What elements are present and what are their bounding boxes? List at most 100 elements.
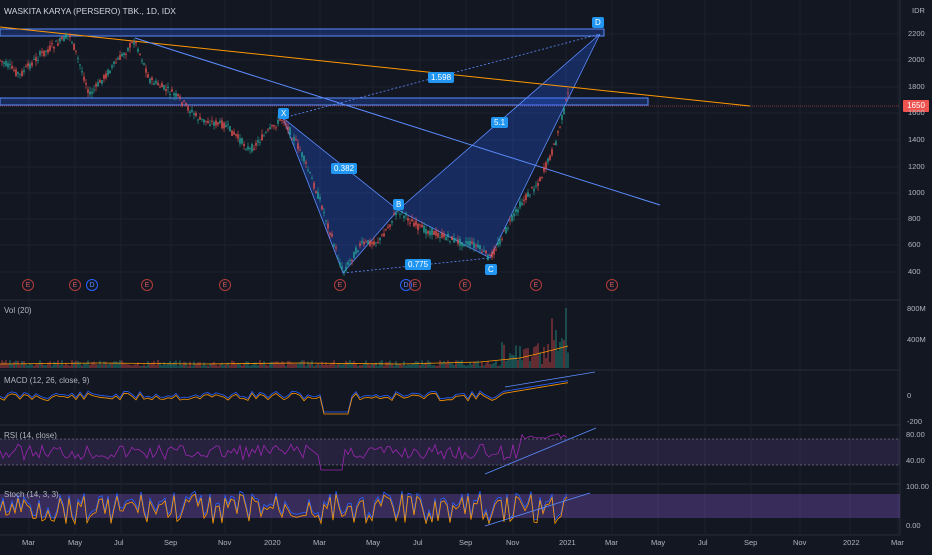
volume-bar [283,362,285,368]
candle-body [441,232,443,238]
candle-body [525,194,527,200]
volume-bar [137,362,139,368]
candle-body [3,62,5,64]
earnings-marker[interactable]: E [530,279,542,291]
earnings-marker[interactable]: E [69,279,81,291]
volume-bar [121,360,123,368]
candle-body [119,55,121,60]
volume-bar [311,360,313,368]
earnings-marker[interactable]: E [141,279,153,291]
macd-signal [0,382,569,415]
candle-body [339,262,341,266]
earnings-marker[interactable]: E [22,279,34,291]
volume-bar [369,364,371,368]
earnings-marker[interactable]: E [219,279,231,291]
ratio-bcd[interactable]: 5.1 [491,117,509,128]
volume-bar [263,361,265,368]
pattern-point-b[interactable]: B [393,199,405,210]
time-tick: Mar [22,538,35,547]
candle-body [1,61,3,63]
candle-body [33,58,35,60]
candle-body [455,238,457,240]
candle-body [463,244,465,247]
volume-bar [319,364,321,368]
candle-body [131,41,133,43]
earnings-marker[interactable]: E [334,279,346,291]
volume-bar [391,363,393,368]
candle-body [461,242,463,247]
candle-body [63,36,65,42]
pattern-point-c[interactable]: C [485,264,497,275]
vol-label[interactable]: Vol (20) [4,306,32,315]
volume-bar [7,363,9,368]
volume-bar [0,364,1,368]
volume-bar [343,363,345,368]
volume-bar [533,347,535,368]
volume-bar [445,362,447,368]
volume-bar [295,363,297,368]
price-tick: 800 [908,214,921,223]
volume-bar [541,363,543,368]
volume-bar [367,363,369,368]
ratio-xad[interactable]: 1.598 [428,72,455,83]
candle-body [217,122,219,125]
candle-body [543,167,545,172]
ratio-abc[interactable]: 0.775 [405,259,432,270]
candle-body [191,110,193,112]
candle-body [375,242,377,244]
macd-label[interactable]: MACD (12, 26, close, 9) [4,376,90,385]
candle-body [183,100,185,102]
volume-bar [181,364,183,368]
time-tick: Jul [413,538,423,547]
earnings-marker[interactable]: E [409,279,421,291]
candle-body [45,50,47,52]
dividend-marker[interactable]: D [86,279,98,291]
volume-bar [285,365,287,368]
volume-bar [313,365,315,368]
candle-body [19,73,21,75]
volume-bar [331,362,333,368]
ratio-xab[interactable]: 0.382 [331,163,358,174]
volume-bar [25,364,27,368]
candle-body [17,72,19,74]
candle-body [109,70,111,74]
candle-body [149,78,151,84]
candle-body [515,209,517,213]
volume-bar [351,362,353,368]
candle-body [471,241,473,244]
volume-bar [461,360,463,368]
volume-bar [47,362,49,368]
candle-body [473,242,475,249]
volume-bar [371,363,373,368]
volume-bar [19,364,21,368]
candle-body [341,266,343,270]
earnings-marker[interactable]: E [459,279,471,291]
volume-bar [15,360,17,368]
candle-body [431,228,433,235]
candle-body [71,42,73,44]
candle-body [467,241,469,245]
volume-bar [465,365,467,368]
volume-bar [89,365,91,368]
pattern-point-d[interactable]: D [592,17,604,28]
time-tick: 2021 [559,538,576,547]
earnings-marker[interactable]: E [606,279,618,291]
candle-body [545,162,547,169]
volume-bar [245,361,247,368]
candle-body [203,119,205,123]
volume-bar [61,360,63,368]
candle-body [57,43,59,46]
pattern-point-x[interactable]: X [278,108,290,119]
candle-body [115,62,117,64]
stoch-label[interactable]: Stoch (14, 3, 3) [4,490,59,499]
volume-bar [547,344,549,368]
candle-body [169,94,171,96]
rsi-label[interactable]: RSI (14, close) [4,431,57,440]
candle-body [199,116,201,120]
candle-body [99,80,101,83]
candle-body [29,63,31,69]
volume-bar [335,364,337,368]
candle-body [379,237,381,241]
